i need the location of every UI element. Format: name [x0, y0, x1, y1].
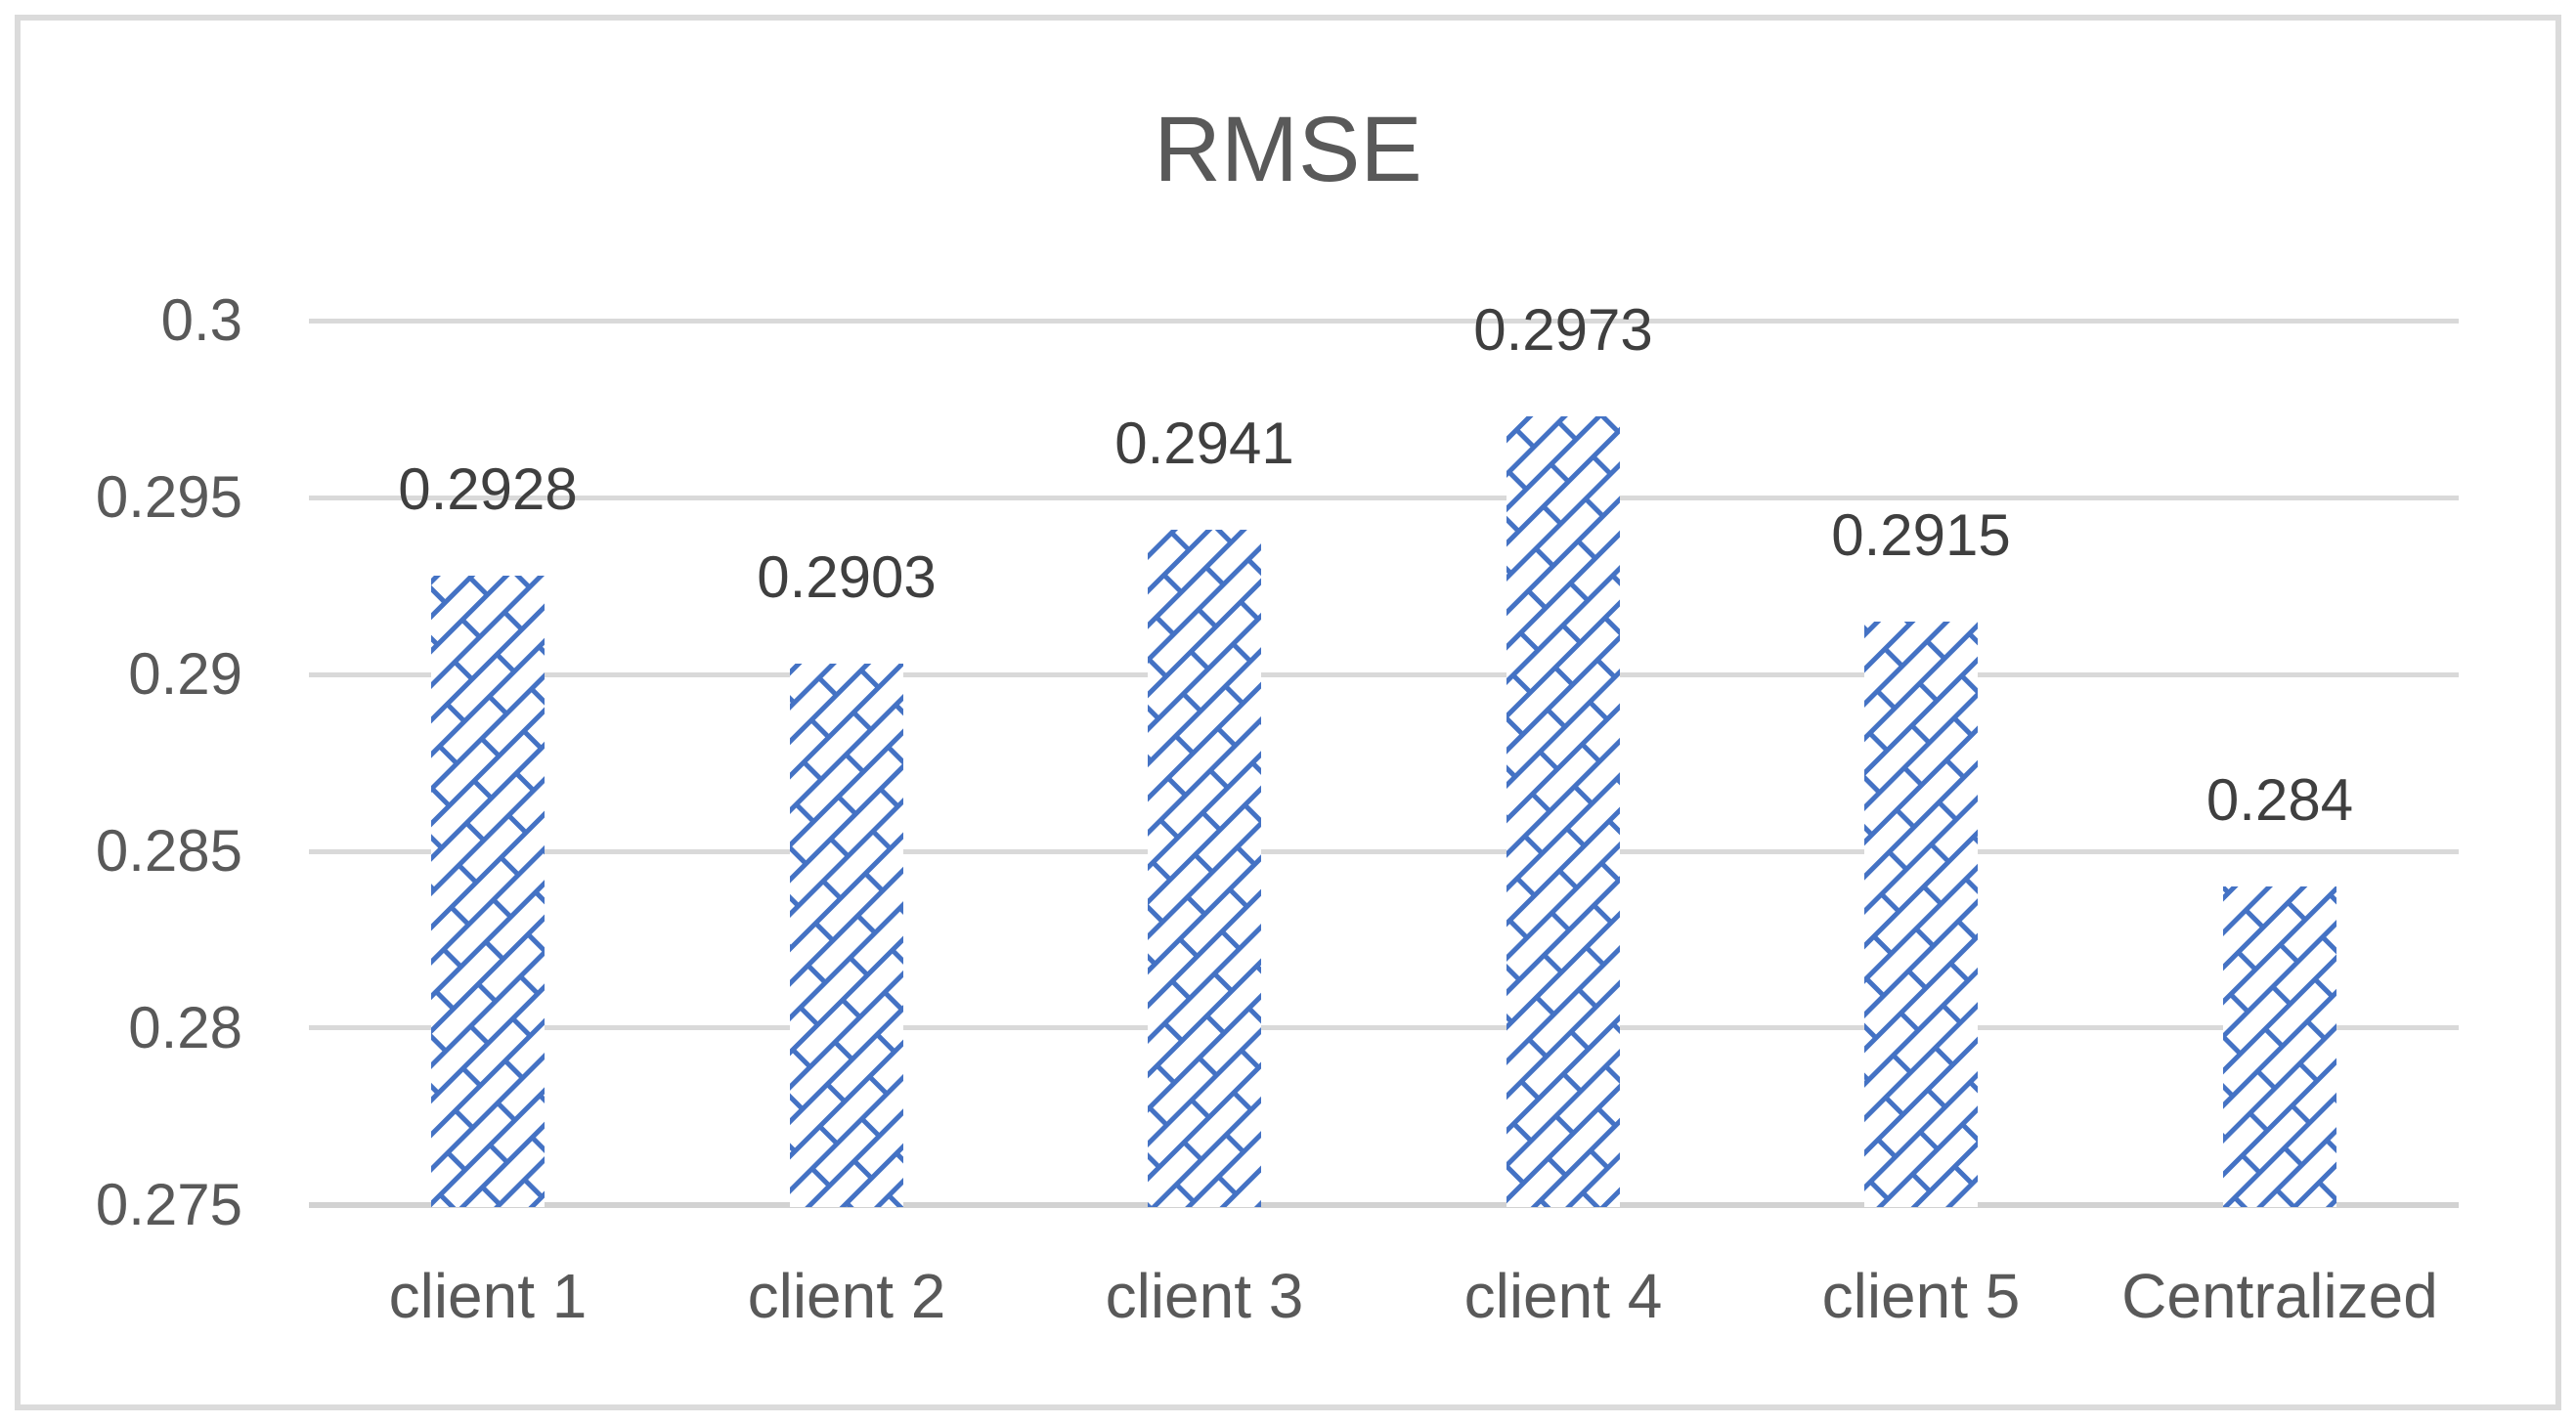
x-category-label: Centralized — [2121, 1261, 2438, 1331]
gridline — [309, 672, 2459, 677]
y-tick-label: 0.29 — [128, 641, 242, 707]
bar-data-label: 0.2973 — [1473, 297, 1653, 363]
y-tick-label: 0.285 — [95, 818, 242, 884]
bar-client-5 — [1864, 622, 1978, 1207]
y-tick-label: 0.28 — [128, 995, 242, 1060]
x-axis-line — [309, 1202, 2459, 1208]
bar-client-2 — [790, 664, 903, 1207]
x-category-label: client 3 — [1105, 1261, 1304, 1331]
bar-data-label: 0.2941 — [1114, 410, 1294, 476]
bars-plot-area — [431, 416, 2336, 1207]
bar-centralized — [2223, 886, 2336, 1207]
x-category-label: client 4 — [1463, 1261, 1663, 1331]
bar-client-3 — [1148, 530, 1261, 1207]
bar-data-label: 0.2903 — [757, 544, 937, 610]
x-category-label: client 5 — [1821, 1261, 2021, 1331]
bar-client-4 — [1506, 416, 1620, 1207]
bar-data-label: 0.284 — [2205, 767, 2354, 833]
bar-data-label: 0.2915 — [1831, 502, 2011, 568]
gridline — [309, 1025, 2459, 1030]
x-category-label: client 2 — [747, 1261, 946, 1331]
y-tick-label: 0.295 — [95, 464, 242, 530]
y-tick-label: 0.3 — [160, 287, 242, 353]
bar-data-label: 0.2928 — [398, 456, 578, 522]
y-tick-label: 0.275 — [95, 1172, 242, 1237]
chart-title: RMSE — [1154, 98, 1422, 201]
gridline — [309, 496, 2459, 500]
x-category-label: client 1 — [388, 1261, 588, 1331]
gridline — [309, 849, 2459, 854]
bar-client-1 — [431, 576, 545, 1207]
gridline — [309, 319, 2459, 324]
bars-group — [431, 416, 2336, 1207]
